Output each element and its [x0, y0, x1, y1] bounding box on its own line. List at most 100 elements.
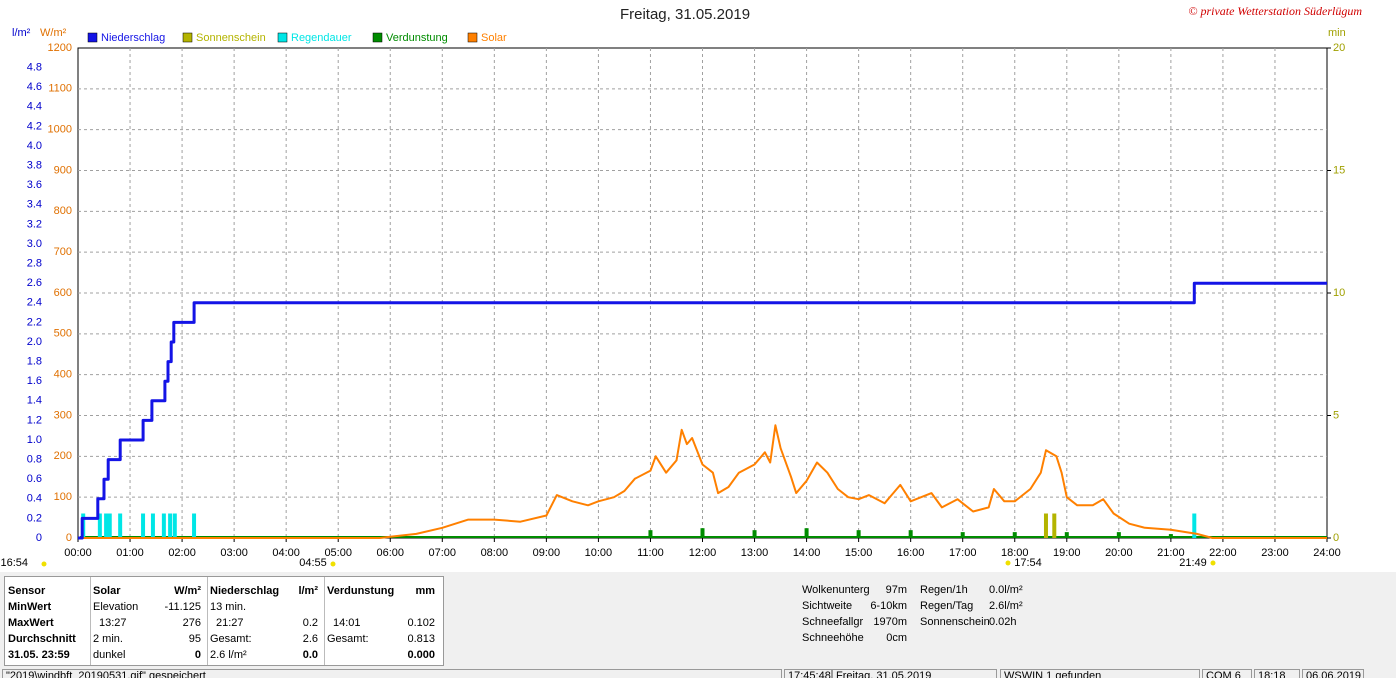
stats-value: 0.102: [407, 617, 435, 629]
x-tick-label: 09:00: [533, 547, 561, 559]
x-tick-label: 23:00: [1261, 547, 1289, 559]
y2-axis-unit: W/m²: [40, 27, 67, 39]
x-tick-label: 06:00: [376, 547, 404, 559]
series-bar: [1052, 513, 1057, 538]
series-bar: [1064, 532, 1069, 538]
x-tick-label: 00:00: [64, 547, 92, 559]
condition-value: 1970m: [873, 616, 907, 628]
legend-swatch: [277, 32, 288, 43]
x-tick-label: 12:00: [689, 547, 717, 559]
series-bar: [1116, 532, 1121, 538]
y-tick-label: 2.6: [27, 277, 42, 289]
y-axis-unit: l/m²: [12, 27, 31, 39]
series-bar: [172, 513, 177, 538]
y-tick-label: 4.6: [27, 81, 42, 93]
y2-tick-label: 700: [54, 246, 72, 258]
y3-tick-label: 15: [1333, 164, 1345, 176]
series-bar: [1192, 513, 1197, 538]
legend-swatch: [467, 32, 478, 43]
condition-label: Sonnenschein: [920, 616, 990, 628]
stats-value: 2.6: [302, 633, 318, 645]
series-bar: [192, 513, 197, 538]
condition-value: 2.6l/m²: [989, 600, 1023, 612]
stats-value: -11.125: [164, 601, 202, 613]
stats-label: MaxWert: [8, 617, 54, 629]
legend-label: Sonnenschein: [196, 32, 266, 44]
group-title: Niederschlag: [210, 585, 280, 597]
series-bar: [118, 513, 123, 538]
stats-key: 2.6 l/m²: [210, 649, 247, 661]
sun-marker: [1005, 560, 1011, 566]
sun-time: 04:55: [299, 557, 327, 569]
series-bar: [168, 513, 173, 538]
sun-time: 16:54: [0, 557, 28, 569]
y2-tick-label: 400: [54, 369, 72, 381]
status-cell: Freitag, 31.05.2019: [832, 669, 997, 678]
series-bar: [1043, 513, 1048, 538]
condition-value: 0.0l/m²: [989, 584, 1023, 596]
stats-key: 2 min.: [93, 633, 123, 645]
x-tick-label: 07:00: [429, 547, 457, 559]
stats-value: 276: [182, 617, 201, 629]
copyright: © private Wetterstation Süderlügum: [1188, 4, 1362, 18]
stats-key: 21:27: [216, 617, 244, 629]
y2-tick-label: 300: [54, 409, 72, 421]
series-bar: [804, 528, 809, 538]
status-cell: 18:18: [1254, 669, 1300, 678]
y-tick-label: 4.2: [27, 120, 42, 132]
y-tick-label: 4.4: [27, 101, 42, 113]
stats-value: 0.000: [407, 649, 435, 661]
sun-marker: [330, 561, 336, 567]
y3-tick-label: 10: [1333, 287, 1345, 299]
y-tick-label: 4.8: [27, 62, 42, 74]
info-panel: Sensor MinWert MaxWert Durchschnitt 31.05. 2…: [0, 572, 1396, 668]
legend-label: Niederschlag: [101, 32, 165, 44]
y-tick-label: 3.0: [27, 238, 42, 250]
stats-key: Gesamt:: [327, 633, 369, 645]
legend-swatch: [182, 32, 193, 43]
group-title: Solar: [93, 585, 121, 597]
legend-label: Verdunstung: [386, 32, 448, 44]
x-tick-label: 02:00: [168, 547, 196, 559]
x-tick-label: 03:00: [220, 547, 248, 559]
column-separator: [324, 577, 325, 665]
legend-label: Solar: [481, 32, 507, 44]
series-bar: [150, 513, 155, 538]
y-tick-label: 3.6: [27, 179, 42, 191]
y-tick-label: 1.6: [27, 375, 42, 387]
y-tick-label: 2.2: [27, 316, 42, 328]
series-bar: [1012, 532, 1017, 538]
y2-tick-label: 1100: [48, 83, 72, 95]
series-bar: [648, 530, 653, 538]
group-unit: W/m²: [174, 585, 201, 597]
y-tick-label: 0.2: [27, 512, 42, 524]
status-cell: 17:45:48: [784, 669, 832, 678]
y3-tick-label: 0: [1333, 532, 1339, 544]
y2-tick-label: 200: [54, 450, 72, 462]
y2-tick-label: 800: [54, 205, 72, 217]
y-tick-label: 1.2: [27, 414, 42, 426]
x-tick-label: 20:00: [1105, 547, 1133, 559]
condition-value: 97m: [885, 584, 907, 596]
stats-key: dunkel: [93, 649, 126, 661]
condition-value: 0cm: [886, 632, 907, 644]
series-bar: [107, 513, 112, 538]
stats-key: 14:01: [333, 617, 361, 629]
y2-tick-label: 600: [54, 287, 72, 299]
x-tick-label: 21:00: [1157, 547, 1185, 559]
x-tick-label: 13:00: [741, 547, 769, 559]
series-bar: [1168, 534, 1173, 538]
stats-label: MinWert: [8, 601, 52, 613]
y-tick-label: 0.6: [27, 473, 42, 485]
x-tick-label: 01:00: [116, 547, 144, 559]
legend-label: Regendauer: [291, 32, 352, 44]
status-cell: "2019\windbft_20190531.gif" gespeichert: [2, 669, 782, 678]
y-tick-label: 4.0: [27, 140, 42, 152]
y-tick-label: 0.8: [27, 454, 42, 466]
chart: Freitag, 31.05.2019 © private Wetterstat…: [0, 4, 1362, 569]
series-line: [78, 424, 1327, 539]
chart-title: Freitag, 31.05.2019: [620, 6, 750, 23]
stats-key: 13 min.: [210, 601, 247, 613]
y3-tick-label: 20: [1333, 42, 1345, 54]
condition-label: Schneehöhe: [802, 632, 864, 644]
